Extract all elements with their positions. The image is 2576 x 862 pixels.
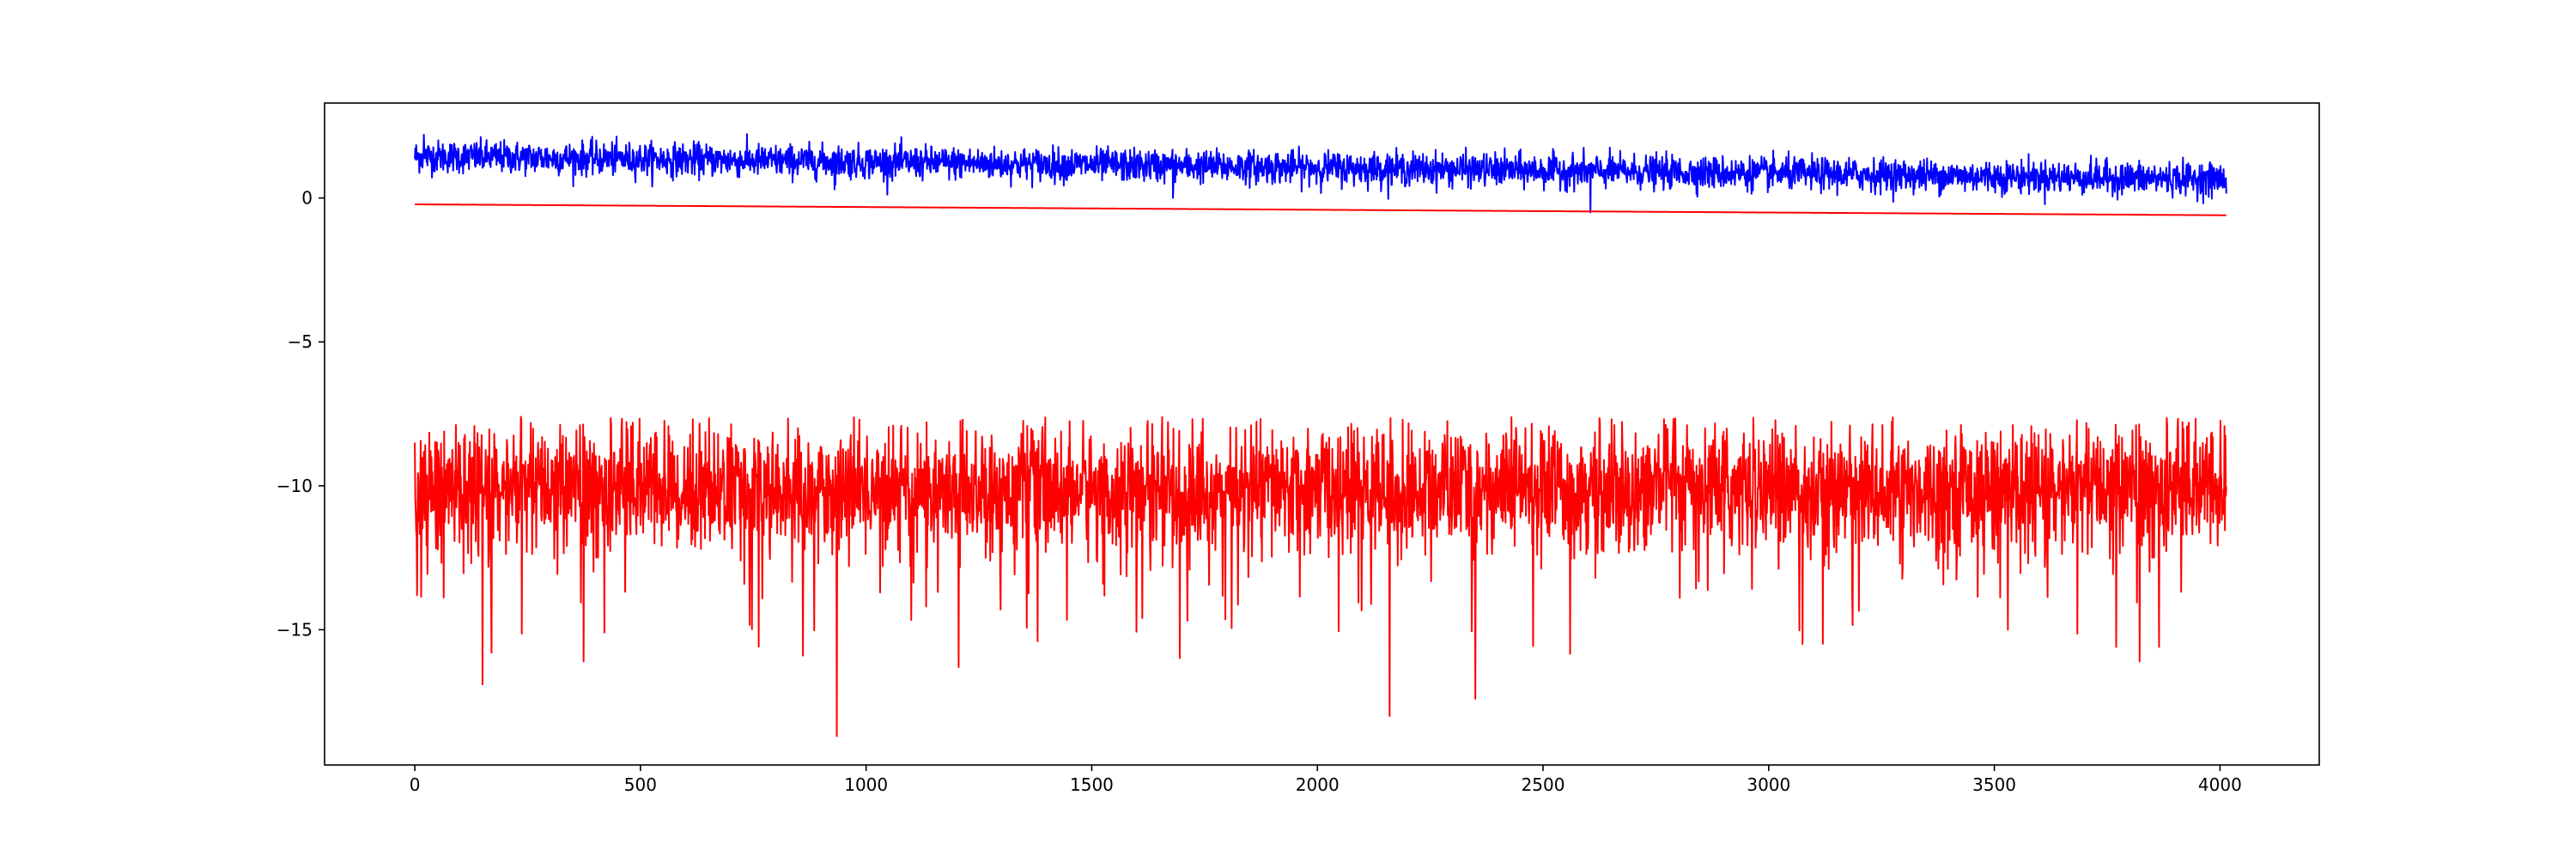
series-line-2	[414, 416, 2227, 738]
x-tick-label: 3500	[1972, 774, 2016, 795]
x-tick-label: 4000	[2198, 774, 2242, 795]
x-tick-label: 1000	[844, 774, 888, 795]
y-tick-label: −10	[276, 476, 313, 496]
series-layer	[414, 133, 2227, 738]
x-tick-label: 0	[410, 774, 421, 795]
x-tick-label: 500	[624, 774, 657, 795]
x-axis: 0 500 1000 1500 2000 2500 3000 3500 4000	[410, 765, 2242, 795]
y-tick-label: 0	[301, 188, 313, 209]
x-tick-label: 2500	[1522, 774, 1565, 795]
x-tick-label: 1500	[1070, 774, 1114, 795]
x-tick-label: 3000	[1747, 774, 1790, 795]
series-line-1	[414, 203, 2227, 216]
plot-frame	[324, 102, 2320, 766]
y-tick-label: −5	[288, 331, 313, 352]
y-tick-label: −15	[276, 619, 313, 640]
series-line-0	[414, 133, 2227, 214]
x-tick-label: 2000	[1296, 774, 1340, 795]
y-axis: 0 −5 −10 −15	[276, 188, 325, 640]
